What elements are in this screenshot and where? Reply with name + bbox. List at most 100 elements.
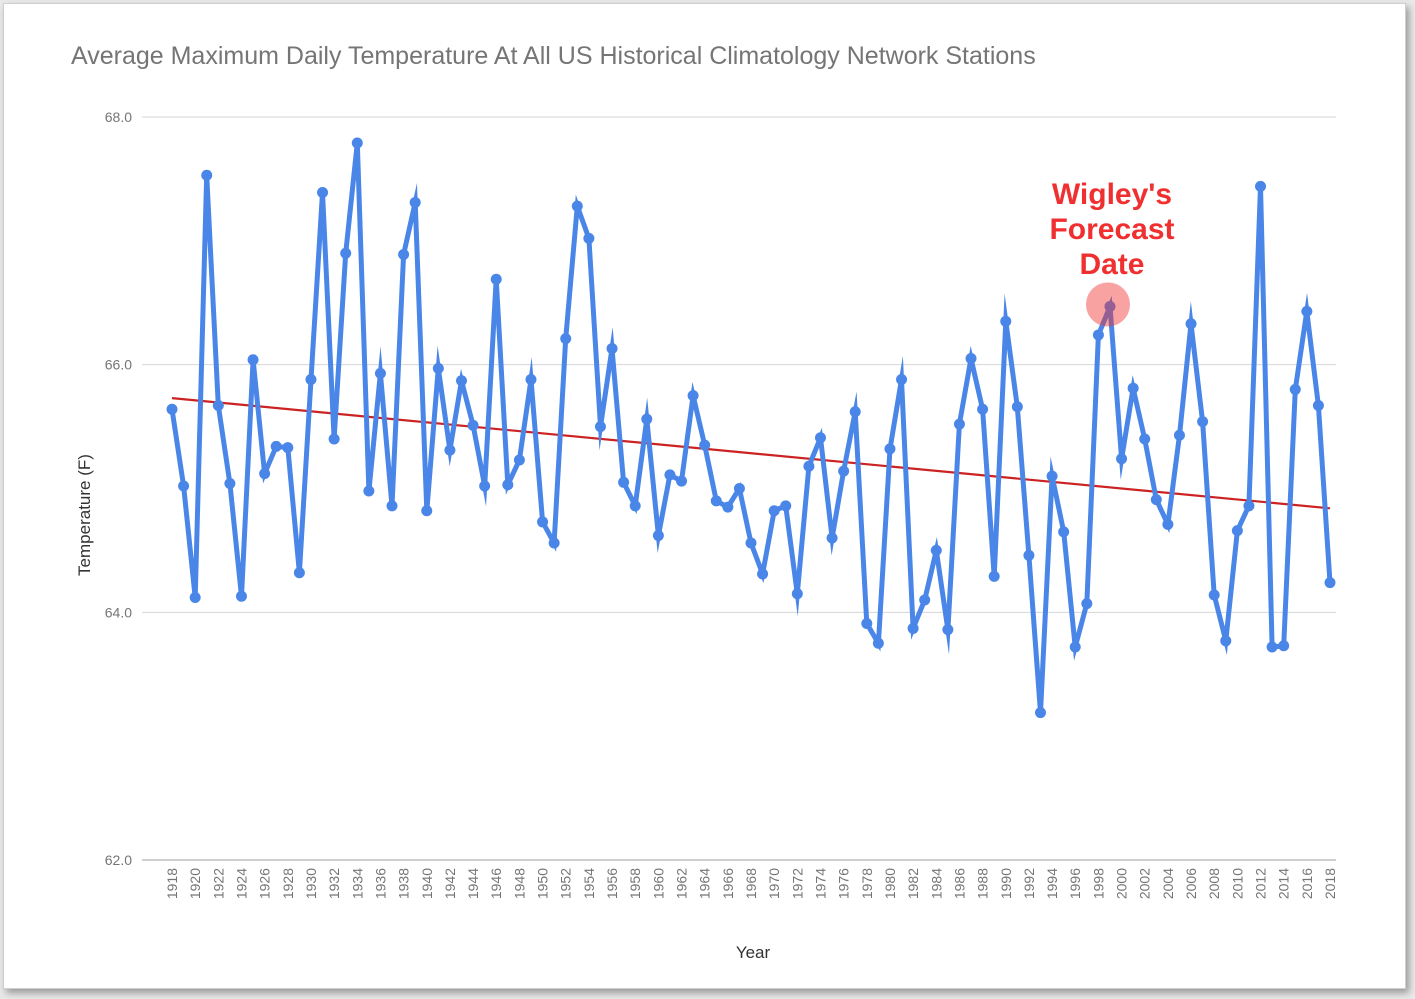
x-tick-label: 2006 [1183,868,1199,899]
data-point [340,247,352,259]
x-tick-label: 1972 [789,868,805,899]
annotation-label: Wigley's [1052,178,1172,211]
x-tick-label: 1926 [257,868,273,899]
data-point [953,418,965,430]
data-point [745,537,757,549]
x-tick-label: 1996 [1067,868,1083,899]
x-tick-label: 1950 [535,868,551,899]
data-point [432,362,444,374]
x-tick-label: 1980 [882,868,898,899]
data-point [1324,577,1336,589]
x-tick-label: 1994 [1044,868,1060,899]
x-tick-label: 2010 [1229,868,1245,899]
x-axis-title: Year [736,943,771,962]
data-point [861,617,873,629]
x-tick-label: 1968 [743,868,759,899]
data-point [722,501,734,513]
x-tick-label: 1918 [164,868,180,899]
data-point [467,419,479,431]
data-point [757,568,769,580]
data-point [560,333,572,345]
data-point [1069,641,1081,653]
x-tick-label: 1934 [349,868,365,899]
y-axis-title: Temperature (F) [75,454,94,576]
x-tick-label: 1970 [766,868,782,899]
data-point [1081,598,1093,610]
data-point [444,444,456,456]
data-point [1312,400,1324,412]
data-point [502,479,514,491]
data-point [201,169,213,181]
data-point [178,480,190,492]
x-tick-label: 2004 [1160,868,1176,899]
data-point [1127,382,1139,394]
data-point [571,200,583,212]
x-tick-label: 2014 [1276,868,1292,899]
data-point [1046,470,1058,482]
data-point [1104,300,1116,312]
x-tick-label: 1932 [326,868,342,899]
data-point [1173,429,1185,441]
x-tick-label: 1952 [558,868,574,899]
data-point [421,505,433,517]
data-point [710,495,722,507]
x-tick-label: 1936 [372,868,388,899]
data-point [351,137,363,149]
x-tick-label: 1938 [396,868,412,899]
x-tick-label: 1962 [674,868,690,899]
x-tick-label: 1948 [511,868,527,899]
y-tick-label: 66.0 [105,357,132,373]
data-point [398,248,410,260]
y-tick-label: 62.0 [105,852,132,868]
data-point [1208,589,1220,601]
data-point [305,374,317,386]
x-tick-label: 1924 [233,868,249,899]
x-tick-label: 1958 [627,868,643,899]
data-point [1185,318,1197,330]
data-point [363,485,375,497]
data-point [328,433,340,445]
x-tick-label: 1942 [442,868,458,899]
data-point [884,443,896,455]
data-point [814,432,826,444]
data-point [583,232,595,244]
data-point [1301,305,1313,317]
data-point [1092,329,1104,341]
data-point [490,273,502,285]
data-point [1266,641,1278,653]
x-tick-label: 1960 [650,868,666,899]
x-tick-label: 1946 [488,868,504,899]
y-tick-labels: 62.0 64.0 66.0 68.0 [105,109,132,868]
data-point [676,475,688,487]
data-point [687,390,699,402]
data-point [548,537,560,549]
chart-frame: Average Maximum Daily Temperature At All… [3,3,1406,989]
data-point [235,590,247,602]
forecast-highlight-circle [1085,282,1130,327]
data-point [1150,494,1162,506]
data-point [965,352,977,364]
x-tick-labels: 1918 1920 1922 1924 1926 1928 1930 1932 1934 1936… [164,868,1338,899]
x-tick-label: 1986 [951,868,967,899]
x-tick-label: 2002 [1137,868,1153,899]
data-point [537,516,549,528]
data-point [409,196,421,208]
data-point [629,500,641,512]
x-tick-label: 1966 [720,868,736,899]
data-point [849,406,861,418]
data-point [224,478,236,490]
data-point [1116,453,1128,465]
data-point [386,500,398,512]
x-tick-label: 1978 [859,868,875,899]
data-point [1035,707,1046,719]
data-point [317,187,329,199]
data-point [1197,416,1209,428]
data-point [1139,433,1151,445]
x-tick-label: 2018 [1322,868,1338,899]
annotation-label: Forecast [1049,213,1174,246]
y-tick-label: 68.0 [105,109,132,125]
data-point [838,465,850,477]
data-point [618,476,630,488]
data-point [513,454,525,466]
data-point [189,591,201,603]
